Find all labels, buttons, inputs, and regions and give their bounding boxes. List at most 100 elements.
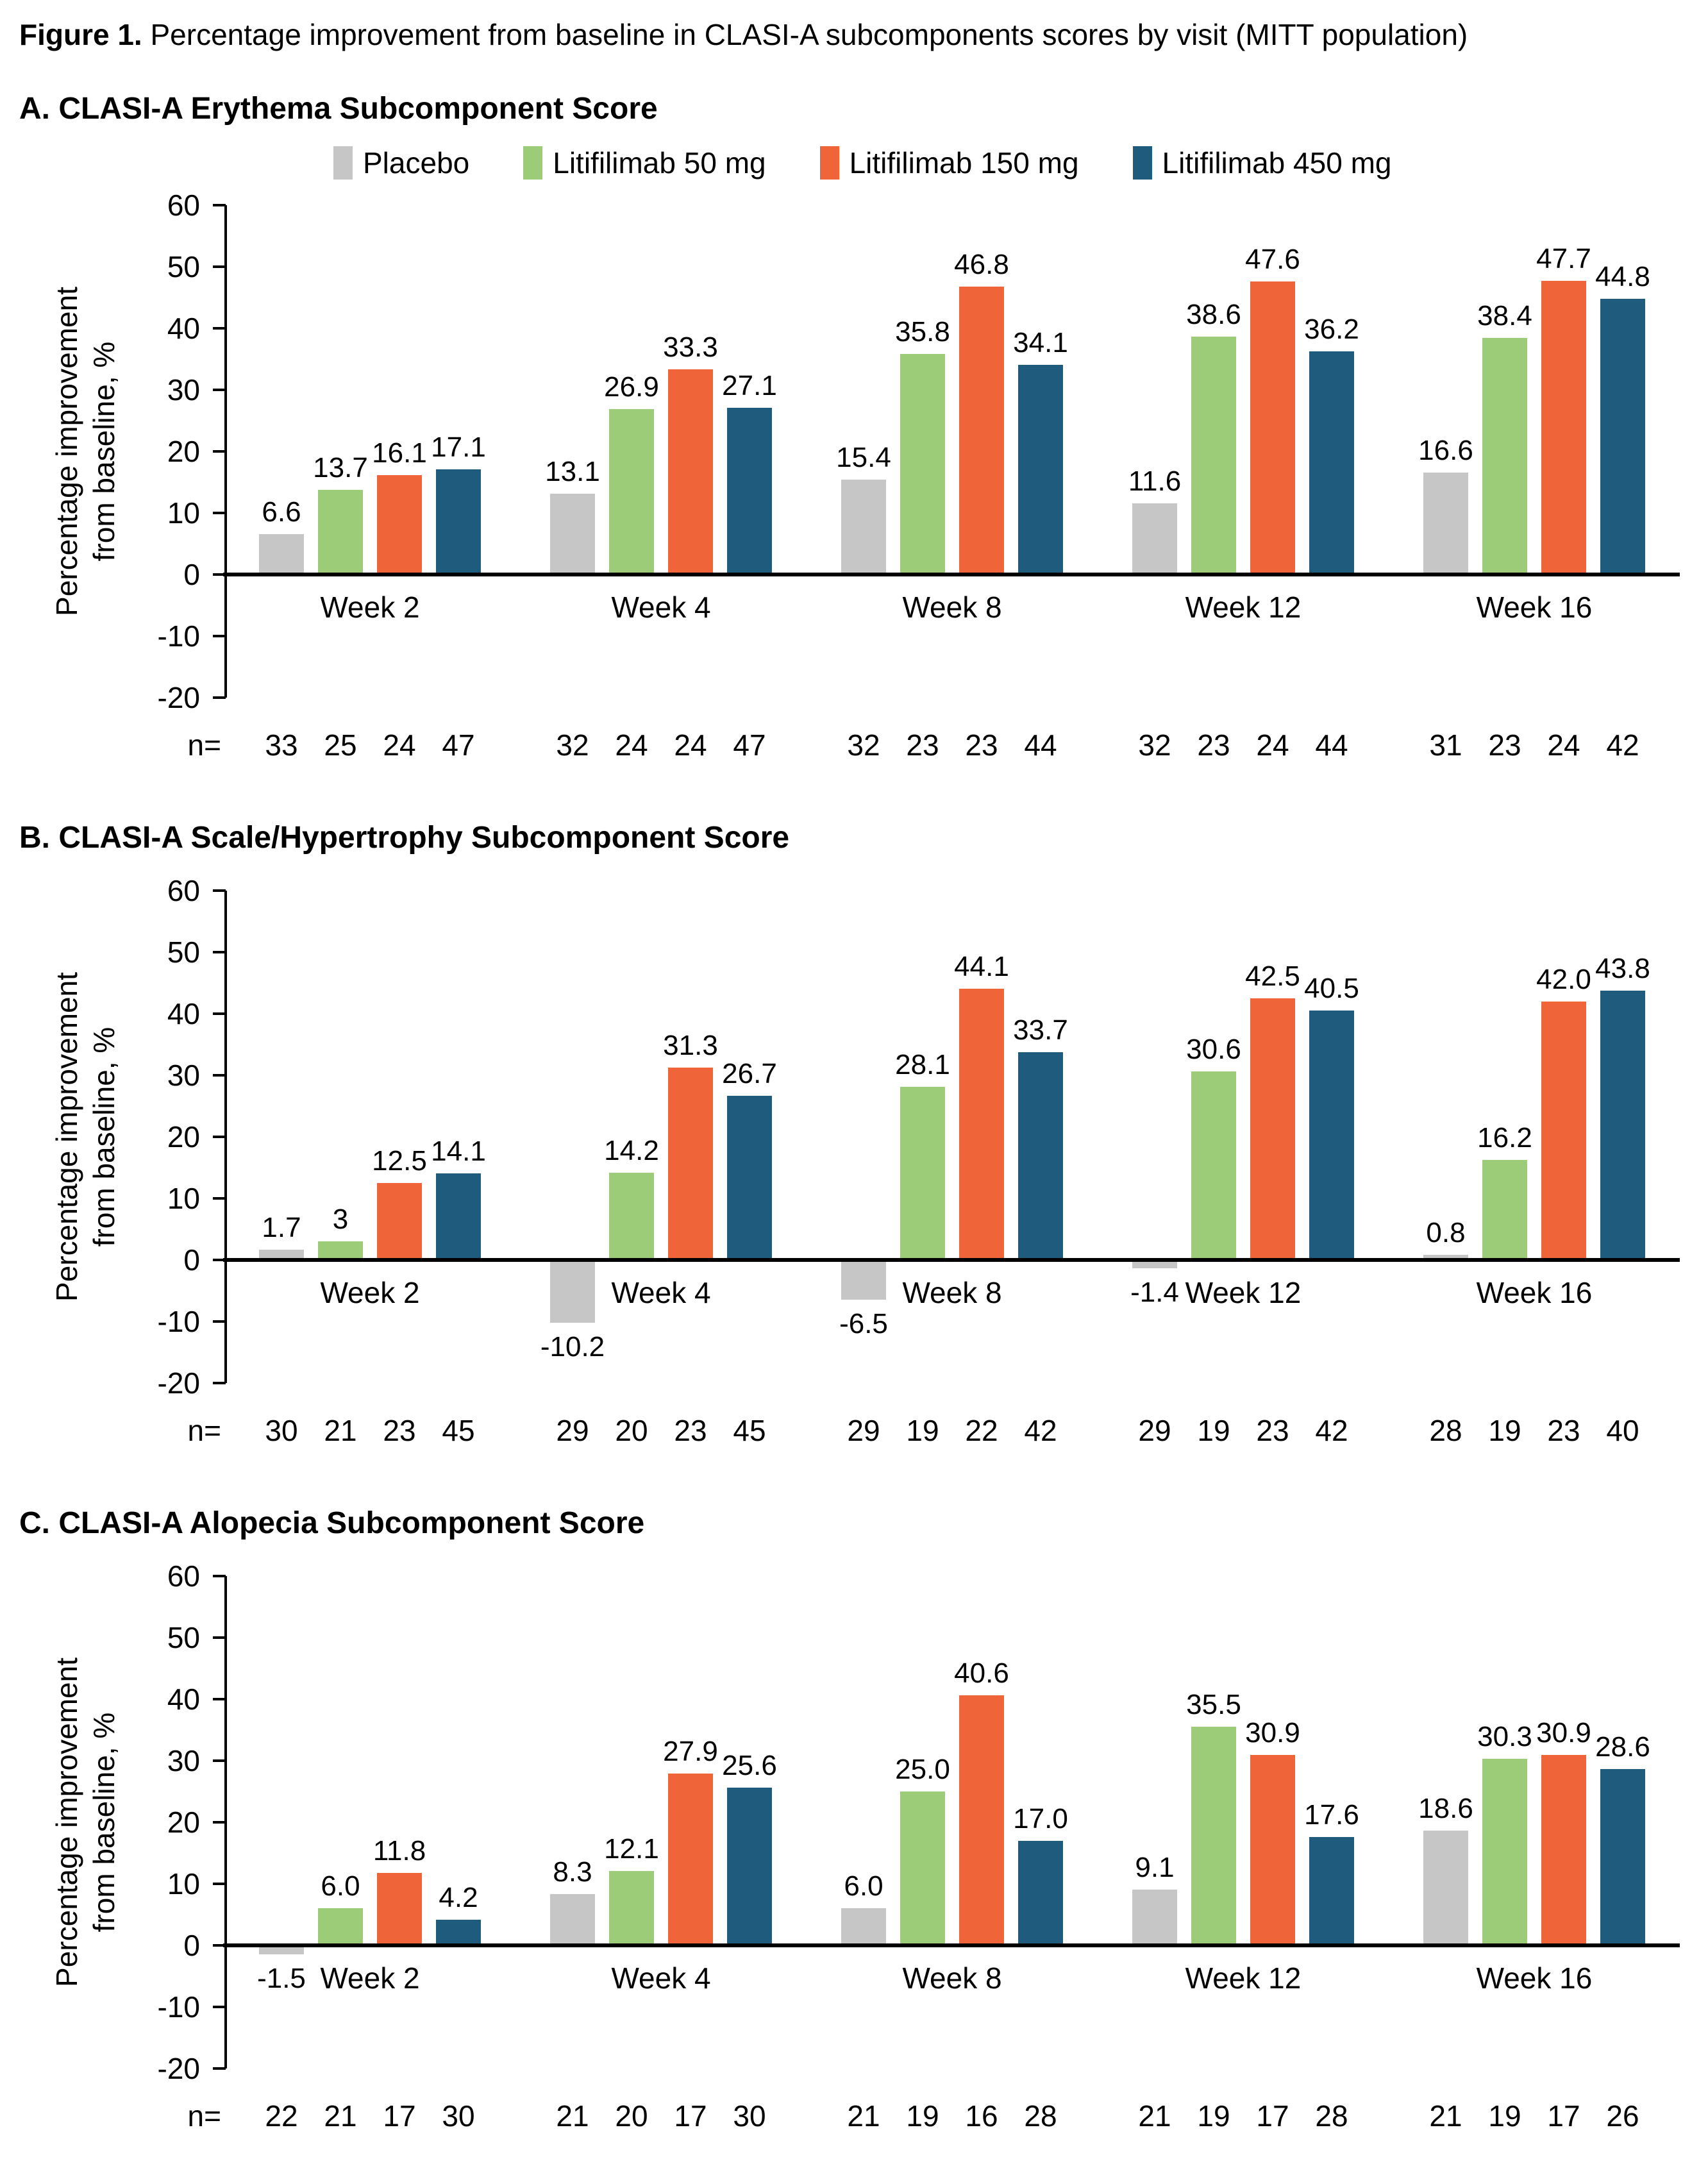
legend: Placebo Litifilimab 50 mg Litifilimab 150 … <box>333 142 1708 183</box>
figure-title-prefix: Figure 1. <box>19 18 142 51</box>
bar-value-label: 17.0 <box>1013 1802 1068 1834</box>
n-value: 23 <box>1197 728 1230 762</box>
bar-value-label: 17.6 <box>1304 1799 1359 1831</box>
y-tick-mark <box>213 2067 226 2070</box>
bar-placebo <box>550 1260 595 1323</box>
n-value: 22 <box>265 2099 298 2133</box>
n-value: 21 <box>324 1414 357 1447</box>
n-value: 45 <box>733 1414 766 1447</box>
n-value: 19 <box>906 1414 939 1447</box>
n-value: 23 <box>1547 1414 1580 1447</box>
bar-litifilimab-450-mg <box>1018 1840 1063 1945</box>
bar-value-label: 16.2 <box>1477 1122 1532 1154</box>
n-value: 44 <box>1024 728 1057 762</box>
x-category-label: Week 12 <box>1185 1276 1302 1309</box>
n-value: 29 <box>847 1414 880 1447</box>
y-tick-mark <box>213 1636 226 1639</box>
y-tick-label: 10 <box>167 1867 200 1900</box>
chart-erythema: Percentage improvement from baseline, % 60… <box>0 186 1708 766</box>
y-tick-label: 50 <box>167 935 200 969</box>
bar-litifilimab-150-mg <box>959 1695 1004 1945</box>
bar-value-label: 6.0 <box>321 1870 360 1902</box>
y-tick-mark <box>213 696 226 699</box>
bar-litifilimab-50-mg <box>609 408 654 575</box>
bar-litifilimab-150-mg <box>668 369 713 575</box>
y-tick-mark <box>213 1944 226 1947</box>
bar-value-label: 11.6 <box>1128 465 1182 497</box>
litifilimab-50-mg-swatch-icon <box>523 146 543 180</box>
n-value: 32 <box>1138 728 1171 762</box>
bar-value-label: 9.1 <box>1135 1851 1175 1883</box>
bar-litifilimab-50-mg <box>1191 1071 1236 1260</box>
bar-value-label: 6.0 <box>844 1870 883 1902</box>
y-tick-mark <box>213 573 226 576</box>
bar-value-label: 25.6 <box>722 1750 777 1782</box>
y-tick-label: 50 <box>167 1621 200 1654</box>
n-prefix-label: n= <box>187 728 221 762</box>
y-tick-label: -10 <box>157 1305 200 1338</box>
n-value: 26 <box>1606 2099 1639 2133</box>
n-value: 19 <box>1197 2099 1230 2133</box>
x-category-label: Week 12 <box>1185 1961 1302 1995</box>
bar-value-label: -10.2 <box>540 1330 605 1363</box>
x-category-label: Week 4 <box>611 591 711 624</box>
n-value: 19 <box>906 2099 939 2133</box>
bar-value-label: 38.4 <box>1477 300 1532 332</box>
y-tick-label: -20 <box>157 1366 200 1400</box>
y-axis-label: Percentage improvement from baseline, % <box>48 1572 125 2072</box>
y-tick-label: -20 <box>157 681 200 714</box>
bar-value-label: 12.5 <box>372 1145 427 1177</box>
placebo-swatch-icon <box>333 146 353 180</box>
x-category-label: Week 16 <box>1476 1276 1593 1309</box>
bar-litifilimab-150-mg <box>1250 998 1295 1260</box>
bar-litifilimab-450-mg <box>1018 1052 1063 1260</box>
bar-value-label: 12.1 <box>604 1833 659 1865</box>
bar-value-label: 30.3 <box>1477 1721 1532 1753</box>
n-value: 19 <box>1197 1414 1230 1447</box>
bar-value-label: 30.9 <box>1536 1717 1591 1749</box>
legend-item-litifilimab-150-mg: Litifilimab 150 mg <box>819 146 1079 180</box>
bar-value-label: 28.1 <box>895 1049 950 1081</box>
n-value: 47 <box>442 728 475 762</box>
y-tick-label: 60 <box>167 1559 200 1593</box>
n-value: 32 <box>556 728 589 762</box>
x-category-label: Week 8 <box>902 591 1002 624</box>
n-value: 23 <box>1488 728 1521 762</box>
n-value: 29 <box>556 1414 589 1447</box>
n-value: 24 <box>383 728 416 762</box>
y-tick-mark <box>213 2006 226 2008</box>
chart-alopecia: Percentage improvement from baseline, % 60… <box>0 1557 1708 2137</box>
bar-value-label: 46.8 <box>954 248 1009 280</box>
x-category-label: Week 2 <box>320 1276 420 1309</box>
y-tick-mark <box>213 1883 226 1885</box>
y-tick-mark <box>213 1821 226 1824</box>
n-value: 17 <box>674 2099 707 2133</box>
bar-placebo <box>259 1945 304 1955</box>
n-value: 21 <box>556 2099 589 2133</box>
bar-litifilimab-50-mg <box>1482 1160 1527 1260</box>
bar-value-label: 47.6 <box>1245 244 1300 276</box>
y-axis-label-line1: Percentage improvement <box>50 1657 83 1987</box>
y-tick-mark <box>213 1382 226 1384</box>
n-value: 30 <box>733 2099 766 2133</box>
bar-value-label: 44.8 <box>1595 260 1650 292</box>
bar-placebo <box>550 1894 595 1945</box>
legend-item-litifilimab-50-mg: Litifilimab 50 mg <box>523 146 766 180</box>
n-value: 32 <box>847 728 880 762</box>
x-axis-zero-line <box>223 573 1680 576</box>
bar-placebo <box>259 533 304 575</box>
bar-litifilimab-450-mg <box>1600 990 1645 1260</box>
y-tick-mark <box>213 951 226 953</box>
y-tick-label: -10 <box>157 619 200 653</box>
y-axis-label-line1: Percentage improvement <box>50 972 83 1302</box>
panel-c-heading: C. CLASI-A Alopecia Subcomponent Score <box>19 1506 645 1540</box>
y-tick-label: 10 <box>167 496 200 530</box>
n-value: 16 <box>965 2099 998 2133</box>
y-axis-line <box>224 1576 227 2068</box>
bar-placebo <box>1132 1260 1177 1269</box>
litifilimab-150-mg-swatch-icon <box>819 146 839 180</box>
n-value: 21 <box>324 2099 357 2133</box>
panel-b-heading: B. CLASI-A Scale/Hypertrophy Subcomponen… <box>19 821 790 855</box>
panel-erythema: A. CLASI-A Erythema Subcomponent Score P… <box>0 91 1708 766</box>
n-value: 29 <box>1138 1414 1171 1447</box>
